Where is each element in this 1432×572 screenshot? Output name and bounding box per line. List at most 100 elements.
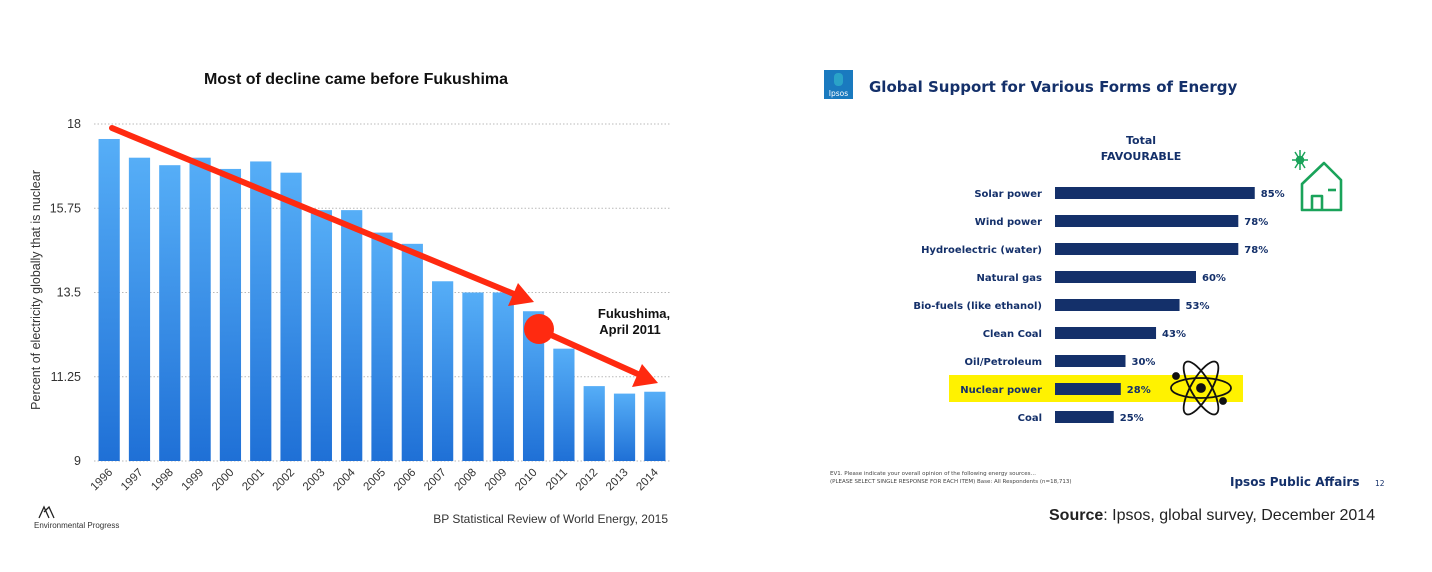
source-label: Source	[1049, 507, 1103, 524]
left-bar-2013	[613, 393, 636, 461]
left-y-tick-labels: 18 15.75 13.5 11.25 9	[50, 117, 81, 468]
left-x-tick-label: 2000	[210, 467, 237, 494]
left-bar-2014	[644, 391, 666, 461]
left-y-tick-label: 9	[74, 454, 81, 468]
left-x-tick-label: 2009	[483, 467, 510, 494]
left-y-tick-label: 11.25	[51, 370, 81, 384]
left-x-tick-label: 2008	[452, 467, 479, 494]
right-category-label: Clean Coal	[983, 329, 1042, 340]
left-chart-title: Most of decline came before Fukushima	[204, 71, 508, 88]
right-category-labels: Solar power Wind power Hydroelectric (wate…	[913, 189, 1042, 424]
right-category-label: Hydroelectric (water)	[921, 245, 1042, 256]
left-y-tick-label: 13.5	[57, 286, 81, 300]
right-category-label: Solar power	[974, 189, 1042, 200]
ipsos-logo: Ipsos	[824, 70, 853, 99]
right-bar-bio-fuels-like-ethanol	[1055, 299, 1180, 311]
left-bar-2005	[371, 232, 393, 461]
right-value-label: 43%	[1162, 329, 1186, 340]
right-value-label: 78%	[1244, 245, 1268, 256]
right-category-label: Coal	[1018, 413, 1042, 424]
right-value-label: 85%	[1261, 189, 1285, 200]
ipsos-logo-text: Ipsos	[829, 89, 848, 98]
nuclear-share-bar-chart: Most of decline came before Fukushima 18…	[29, 71, 670, 530]
left-x-tick-label: 2003	[301, 467, 328, 494]
left-y-tick-label: 18	[67, 117, 81, 131]
left-bar-2001	[250, 161, 272, 461]
left-bar-2010	[522, 311, 545, 461]
source-line: Source: Ipsos, global survey, December 2…	[1049, 507, 1375, 524]
left-bar-2012	[583, 386, 605, 461]
energy-support-bar-chart: Ipsos Global Support for Various Forms o…	[824, 70, 1385, 524]
left-x-tick-labels: 1996 1997 1998 1999 2000 2001 2002 2003 2004 2005…	[89, 466, 662, 493]
solar-house-icon	[1292, 150, 1343, 212]
post-fukushima-arrowhead	[632, 364, 658, 387]
left-bar-2011	[553, 348, 575, 461]
left-bar-1996	[98, 138, 120, 461]
footnote-line2: (PLEASE SELECT SINGLE RESPONSE FOR EACH …	[830, 479, 1071, 485]
page-number: 12	[1375, 479, 1385, 488]
ipsos-brand: Ipsos Public Affairs	[1230, 475, 1360, 489]
right-value-label: 25%	[1120, 413, 1144, 424]
right-chart-panel: Ipsos Global Support for Various Forms o…	[700, 0, 1432, 572]
left-bar-2007	[432, 281, 454, 461]
left-x-tick-label: 2005	[362, 467, 389, 494]
left-x-tick-label: 2006	[392, 467, 419, 494]
left-x-tick-label: 1999	[180, 467, 207, 494]
left-source: BP Statistical Review of World Energy, 2…	[433, 512, 668, 526]
left-x-tick-label: 2007	[422, 467, 449, 494]
source-text: : Ipsos, global survey, December 2014	[1103, 507, 1375, 524]
left-x-tick-label: 1996	[89, 467, 116, 494]
fukushima-annotation-line2: April 2011	[599, 322, 660, 337]
right-value-labels: 85% 78% 78% 60% 53% 43% 30% 28% 25%	[1120, 189, 1285, 424]
right-bar-coal	[1055, 411, 1114, 423]
environmental-progress-logo: Environmental Progress	[34, 505, 119, 530]
left-logo-text: Environmental Progress	[34, 521, 119, 530]
right-category-label: Wind power	[975, 217, 1042, 228]
left-bar-2000	[219, 168, 242, 461]
left-y-tick-label: 15.75	[50, 201, 81, 215]
left-x-tick-label: 2012	[574, 467, 601, 494]
left-x-tick-label: 1997	[119, 467, 146, 494]
fukushima-marker	[524, 314, 554, 344]
left-x-tick-label: 2013	[604, 467, 631, 494]
left-bars	[98, 138, 666, 461]
right-header-line1: Total	[1126, 134, 1156, 147]
post-fukushima-trend-arrow	[537, 327, 643, 378]
trend-arrows	[109, 125, 658, 387]
right-bar-hydroelectric-water	[1055, 243, 1239, 255]
left-x-tick-label: 2004	[331, 466, 358, 493]
left-x-tick-label: 2002	[271, 467, 298, 494]
left-x-tick-label: 2014	[634, 466, 661, 493]
right-chart-title: Global Support for Various Forms of Ener…	[869, 78, 1237, 96]
atom-icon	[1170, 360, 1232, 416]
left-bar-1999	[189, 157, 211, 461]
pre-fukushima-arrowhead	[508, 283, 534, 306]
footnote-line1: EV1. Please indicate your overall opinio…	[830, 471, 1036, 477]
fukushima-annotation-line1: Fukushima,	[598, 306, 670, 321]
right-value-label: 30%	[1132, 357, 1156, 368]
right-bar-wind-power	[1055, 215, 1239, 227]
right-value-label: 60%	[1202, 273, 1226, 284]
left-chart-panel: Most of decline came before Fukushima 18…	[0, 0, 700, 572]
left-bar-2006	[401, 243, 423, 461]
right-value-label: 53%	[1186, 301, 1210, 312]
right-header-line2: FAVOURABLE	[1101, 150, 1182, 163]
right-category-label: Natural gas	[977, 273, 1043, 284]
left-x-tick-label: 2001	[240, 467, 267, 494]
left-bar-2009	[492, 292, 514, 461]
right-value-label: 78%	[1244, 217, 1268, 228]
left-x-tick-label: 2011	[544, 467, 570, 493]
left-x-tick-label: 1998	[149, 467, 176, 494]
right-bar-clean-coal	[1055, 327, 1157, 339]
right-bar-nuclear-power	[1055, 383, 1121, 395]
left-y-axis-label: Percent of electricity globally that is …	[29, 170, 43, 410]
right-bar-natural-gas	[1055, 271, 1196, 283]
right-category-label: Bio-fuels (like ethanol)	[913, 301, 1042, 312]
left-bar-2003	[310, 210, 332, 461]
right-category-label: Oil/Petroleum	[965, 357, 1042, 368]
left-bar-2004	[341, 210, 363, 461]
right-category-label: Nuclear power	[960, 385, 1042, 396]
left-bar-2002	[280, 172, 302, 461]
left-bar-1998	[159, 165, 181, 461]
left-bar-1997	[128, 157, 151, 461]
